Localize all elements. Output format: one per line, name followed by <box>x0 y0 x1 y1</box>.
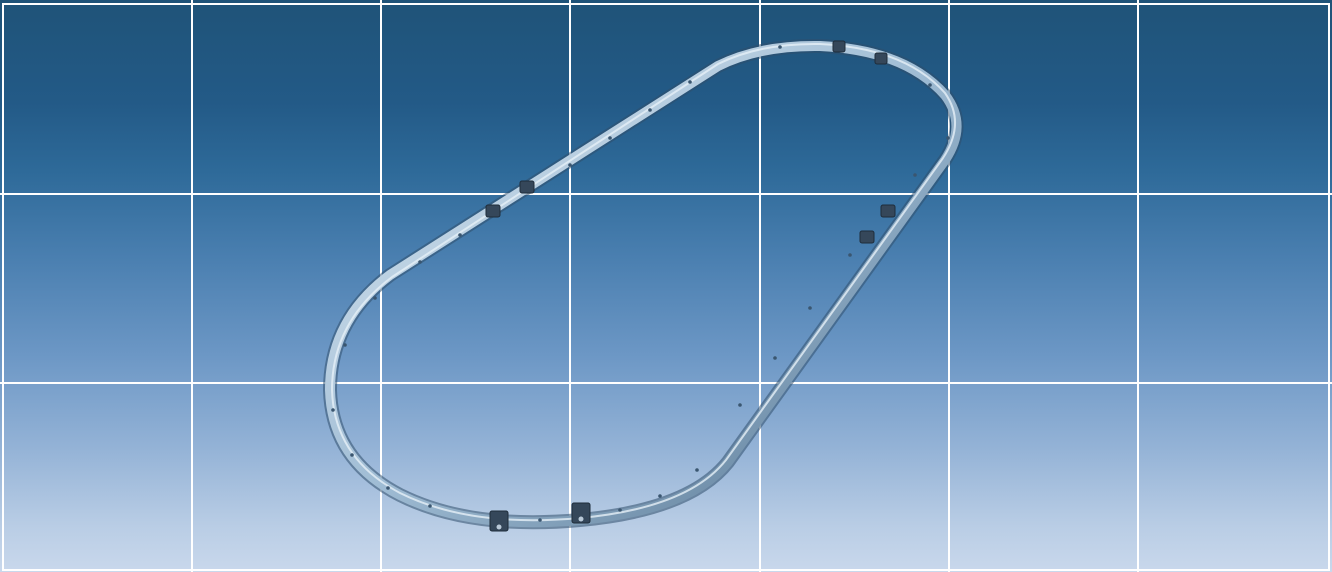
mounting-hole <box>688 80 692 84</box>
rail-clamp <box>881 205 895 217</box>
clamp-bolt <box>497 525 502 530</box>
mounting-hole <box>608 136 612 140</box>
mounting-hole <box>428 504 432 508</box>
rail-clamp <box>486 205 500 217</box>
mounting-hole <box>808 306 812 310</box>
rail-clamps <box>486 41 895 531</box>
rail-clamp <box>833 41 845 52</box>
grid-frame <box>3 4 1329 570</box>
rail-clamp <box>520 181 534 193</box>
mounting-hole <box>458 233 462 237</box>
mounting-hole <box>343 343 347 347</box>
mounting-hole <box>778 45 782 49</box>
clamp-bolt <box>579 517 584 522</box>
mounting-hole <box>695 468 699 472</box>
oval-rail-track <box>330 41 957 531</box>
mounting-hole <box>658 494 662 498</box>
mounting-hole <box>928 83 932 87</box>
mounting-hole <box>350 453 354 457</box>
mounting-hole <box>618 508 622 512</box>
mounting-hole <box>946 136 950 140</box>
mounting-hole <box>773 356 777 360</box>
mounting-hole <box>418 260 422 264</box>
mounting-hole <box>913 173 917 177</box>
mounting-hole <box>648 108 652 112</box>
mounting-hole <box>373 296 377 300</box>
mounting-hole <box>331 408 335 412</box>
mounting-hole <box>538 518 542 522</box>
rail-clamp <box>860 231 874 243</box>
mounting-hole <box>848 253 852 257</box>
rail-clamp <box>875 53 887 64</box>
mounting-hole <box>738 403 742 407</box>
mounting-hole <box>568 163 572 167</box>
mounting-hole <box>386 486 390 490</box>
